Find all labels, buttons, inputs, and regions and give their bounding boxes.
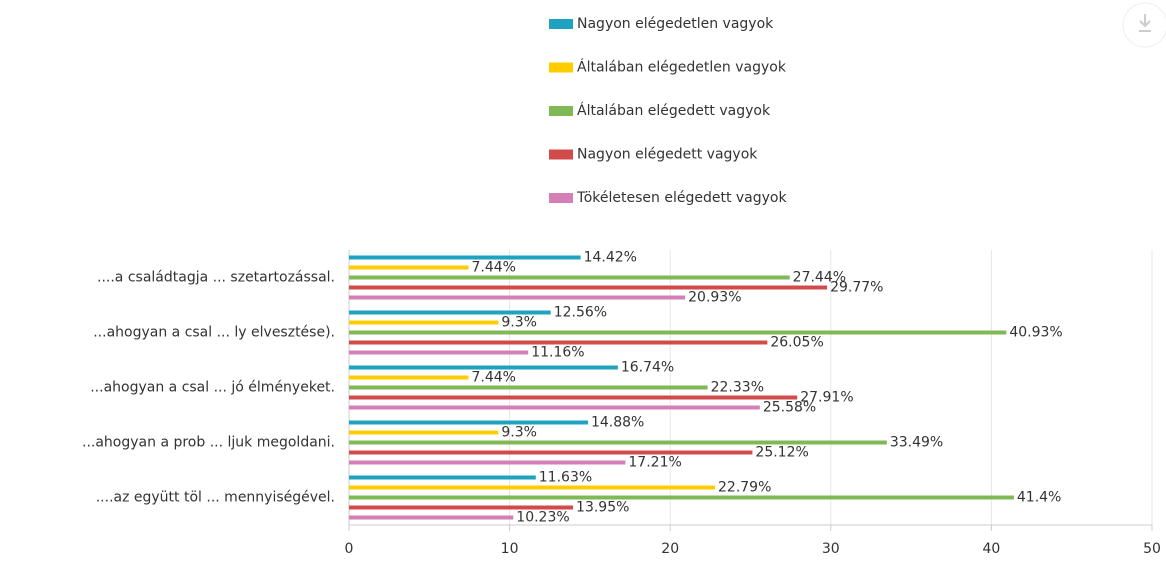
data-label: 29.77% <box>830 280 883 296</box>
bar <box>349 420 588 425</box>
legend-label: Általában elégedetlen vagyok <box>577 59 787 76</box>
data-label: 41.4% <box>1017 490 1061 506</box>
legend-swatch <box>549 106 573 116</box>
y-tick-label: ...ahogyan a csal ... jó élményeket. <box>90 380 335 396</box>
bar <box>349 515 514 520</box>
bar <box>349 350 529 355</box>
legend-label: Általában elégedett vagyok <box>577 102 771 119</box>
bar <box>349 385 708 390</box>
download-button[interactable] <box>1122 2 1166 48</box>
data-label: 33.49% <box>890 435 943 451</box>
data-label: 17.21% <box>628 455 681 471</box>
data-label: 16.74% <box>621 360 674 376</box>
bar <box>349 460 626 465</box>
x-tick-label: 50 <box>1143 541 1161 557</box>
data-label: 25.12% <box>755 445 808 461</box>
bar <box>349 340 768 345</box>
bar <box>349 505 574 510</box>
data-label: 9.3% <box>501 315 537 331</box>
x-tick-label: 10 <box>501 541 519 557</box>
data-label: 26.05% <box>770 335 823 351</box>
data-label: 9.3% <box>501 425 537 441</box>
y-tick-label: ...ahogyan a csal ... ly elvesztése). <box>93 325 335 341</box>
bar <box>349 375 469 380</box>
legend-label: Nagyon elégedett vagyok <box>577 147 758 163</box>
legend-swatch <box>549 62 573 73</box>
data-label: 14.88% <box>591 415 644 431</box>
data-label: 40.93% <box>1009 325 1062 341</box>
data-label: 27.91% <box>800 390 853 406</box>
data-label: 7.44% <box>471 370 515 386</box>
bar <box>349 255 581 260</box>
bar <box>349 450 753 455</box>
bar <box>349 485 716 490</box>
data-label: 12.56% <box>554 305 607 321</box>
y-tick-label: ....a családtagja ... szetartozással. <box>97 270 335 286</box>
data-label: 20.93% <box>688 290 741 306</box>
data-label: 7.44% <box>471 260 515 276</box>
y-tick-label: ...ahogyan a prob ... ljuk megoldani. <box>82 435 335 451</box>
bar <box>349 275 790 280</box>
data-label: 22.79% <box>718 480 771 496</box>
x-tick-label: 0 <box>345 541 354 557</box>
data-label: 10.23% <box>516 510 569 526</box>
bar <box>349 495 1014 500</box>
bar <box>349 475 536 480</box>
x-tick-label: 20 <box>661 541 679 557</box>
bar <box>349 365 618 370</box>
bar <box>349 265 469 270</box>
legend-label: Tökéletesen elégedett vagyok <box>576 190 787 206</box>
data-label: 27.44% <box>793 270 846 286</box>
download-icon[interactable] <box>1139 14 1151 32</box>
data-label: 25.58% <box>763 400 816 416</box>
bar <box>349 285 828 290</box>
data-label: 13.95% <box>576 500 629 516</box>
bar <box>349 395 798 400</box>
bar <box>349 310 551 315</box>
legend-swatch <box>549 149 573 160</box>
y-tick-label: ....az együtt töl ... mennyiségével. <box>96 490 335 506</box>
data-label: 11.63% <box>539 470 592 486</box>
bar <box>349 320 499 325</box>
data-label: 22.33% <box>711 380 764 396</box>
data-label: 11.16% <box>531 345 584 361</box>
x-tick-label: 40 <box>982 541 1000 557</box>
x-tick-label: 30 <box>822 541 840 557</box>
legend-swatch <box>549 193 573 203</box>
bar <box>349 430 499 435</box>
bar <box>349 330 1007 335</box>
bar <box>349 440 887 445</box>
legend-label: Nagyon elégedetlen vagyok <box>577 16 774 32</box>
data-label: 14.42% <box>584 250 637 266</box>
bar <box>349 405 760 410</box>
bar <box>349 295 686 300</box>
legend-swatch <box>549 19 573 29</box>
